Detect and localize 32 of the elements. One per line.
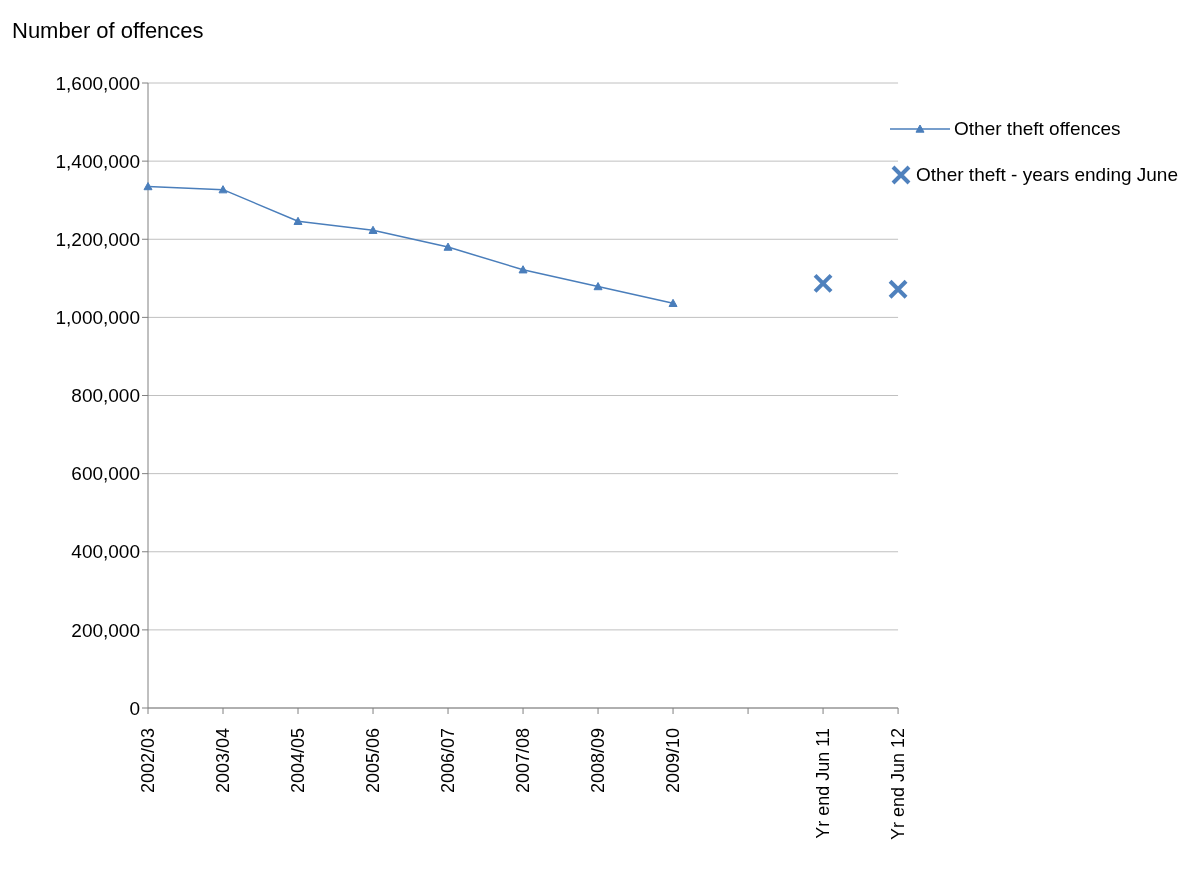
point (813, 273, 834, 294)
legend-label: Other theft offences (954, 118, 1121, 140)
x-tick-label: 2007/08 (513, 728, 534, 794)
point (218, 185, 228, 194)
x-tick-label: 2005/06 (363, 728, 384, 794)
x-tick-label: Yr end Jun 12 (888, 728, 909, 841)
y-tick-label: 0 (129, 697, 140, 719)
x-tick-label: 2008/09 (588, 728, 609, 794)
y-tick-label: 600,000 (71, 463, 140, 485)
y-tick-label: 1,000,000 (55, 307, 140, 329)
x-tick-label: 2004/05 (288, 728, 309, 794)
point (593, 282, 603, 291)
point (143, 182, 153, 191)
x-tick-label: 2006/07 (438, 728, 459, 794)
legend-label: Other theft - years ending June (916, 164, 1178, 186)
x-tick-label: 2002/03 (138, 728, 158, 794)
point (888, 279, 909, 300)
y-axis-title: Number of offences (12, 18, 204, 44)
x-tick-label: Yr end Jun 11 (813, 728, 834, 839)
point (368, 225, 378, 234)
x-tick-label: 2009/10 (663, 728, 684, 794)
point (518, 265, 528, 274)
point (443, 242, 453, 251)
y-tick-label: 400,000 (71, 541, 140, 563)
y-tick-label: 1,400,000 (55, 150, 140, 172)
y-tick-label: 200,000 (71, 619, 140, 641)
y-tick-label: 1,600,000 (55, 72, 140, 94)
point (668, 298, 678, 308)
y-tick-label: 800,000 (71, 385, 140, 407)
point (293, 216, 303, 225)
x-tick-label: 2003/04 (213, 728, 234, 794)
y-tick-label: 1,200,000 (55, 228, 140, 250)
